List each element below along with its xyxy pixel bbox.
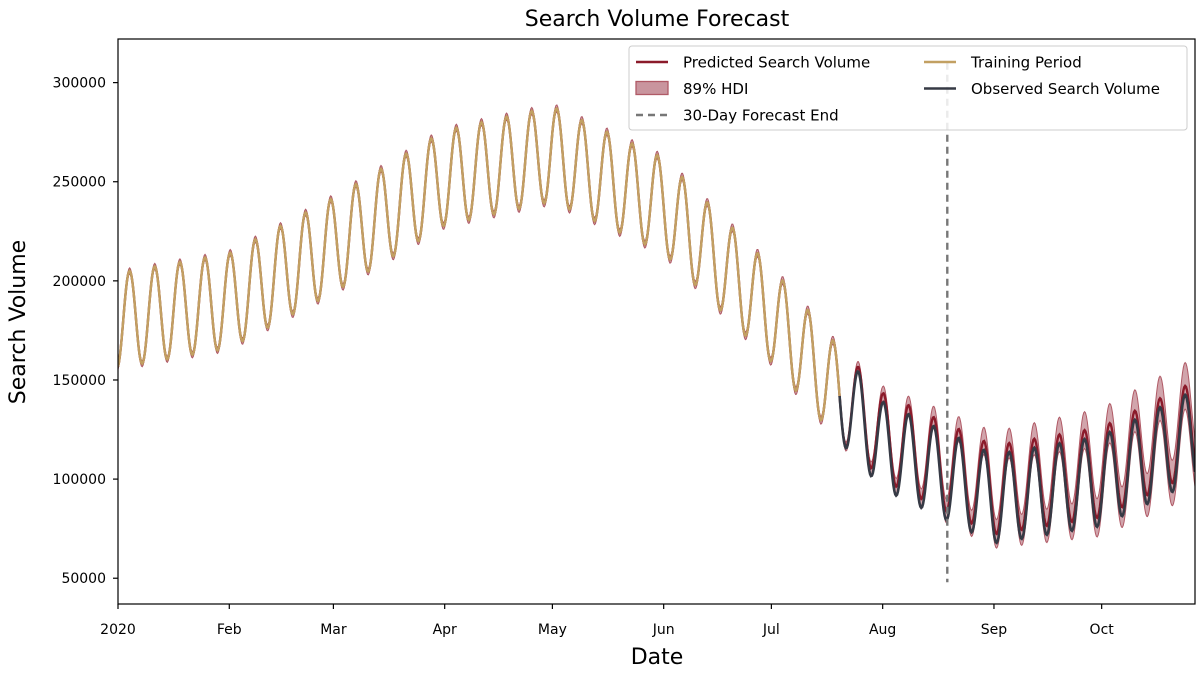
x-tick-label: Aug — [869, 622, 896, 638]
y-axis: 50000 100000 150000 200000 250000 300000 — [53, 76, 118, 587]
legend-label: Observed Search Volume — [971, 80, 1160, 98]
x-tick-label: 2020 — [100, 622, 136, 638]
y-tick-label: 200000 — [53, 274, 106, 290]
y-tick-label: 50000 — [61, 571, 106, 587]
legend-box — [628, 45, 1188, 131]
x-tick-label: Feb — [217, 622, 242, 638]
legend: Predicted Search Volume 89% HDI 30-Day For… — [628, 45, 1188, 131]
legend-label: Predicted Search Volume — [683, 54, 870, 72]
y-axis-title: Search Volume — [6, 240, 31, 404]
legend-label: 30-Day Forecast End — [683, 107, 839, 125]
y-tick-label: 100000 — [53, 472, 106, 488]
legend-label: Training Period — [970, 54, 1082, 72]
plot-area — [118, 62, 1195, 583]
legend-label: 89% HDI — [683, 80, 748, 98]
predicted-line — [118, 106, 1195, 536]
observed-line-group — [838, 369, 1195, 545]
predicted-line-group — [118, 106, 1195, 536]
observed-line — [838, 369, 1195, 545]
hdi-band-group — [118, 104, 1195, 549]
x-tick-label: Oct — [1090, 622, 1115, 638]
legend-handle — [635, 80, 669, 96]
x-tick-label: Sep — [981, 622, 1008, 638]
x-tick-label: Jun — [652, 622, 675, 638]
y-tick-label: 250000 — [53, 175, 106, 191]
plot-frame — [117, 38, 1196, 605]
y-tick-label: 150000 — [53, 373, 106, 389]
x-axis-title: Date — [631, 645, 684, 670]
x-axis: 2020 Feb Mar Apr May Jun Jul Aug Sep Oct — [100, 604, 1114, 638]
training-line-group — [118, 106, 841, 422]
x-tick-label: Apr — [433, 622, 457, 638]
training-line — [118, 106, 841, 422]
x-tick-label: May — [538, 622, 567, 638]
y-tick-label: 300000 — [53, 76, 106, 92]
x-tick-label: Mar — [320, 622, 347, 638]
x-tick-label: Jul — [762, 622, 780, 638]
hdi-band — [118, 104, 1195, 549]
chart-title: Search Volume Forecast — [525, 7, 790, 32]
